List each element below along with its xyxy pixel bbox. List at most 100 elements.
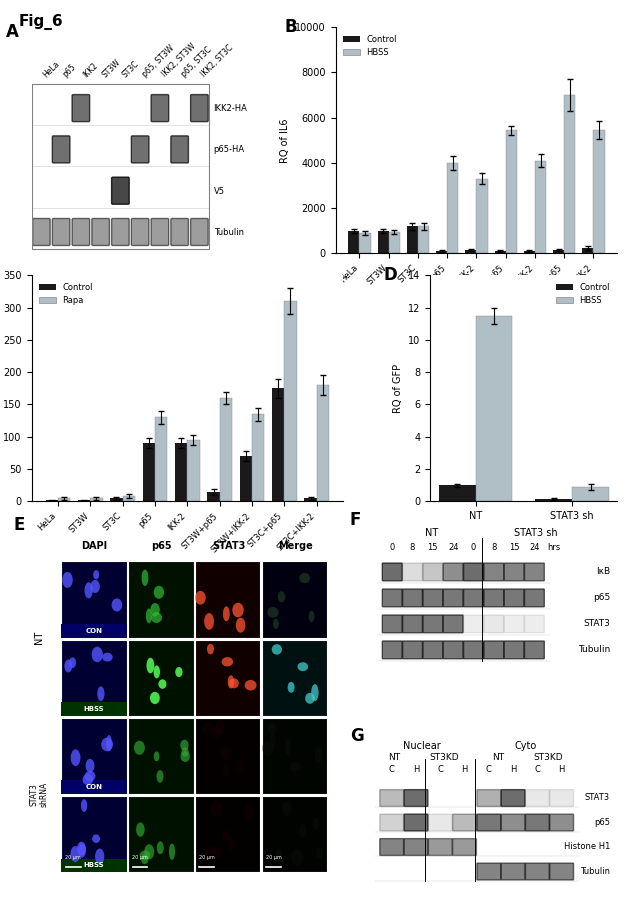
Ellipse shape [146, 608, 152, 624]
Ellipse shape [151, 603, 160, 616]
Text: C: C [389, 766, 394, 774]
Bar [360, 233, 370, 253]
Bar [240, 456, 252, 501]
Text: NT: NT [425, 528, 438, 538]
Bar [389, 232, 400, 253]
Ellipse shape [236, 759, 244, 771]
FancyBboxPatch shape [33, 218, 50, 245]
Ellipse shape [285, 739, 290, 755]
Bar [61, 718, 127, 795]
Bar [436, 252, 447, 253]
FancyBboxPatch shape [382, 589, 402, 607]
Bar [317, 386, 329, 501]
Text: 24: 24 [448, 542, 459, 551]
Ellipse shape [288, 681, 295, 693]
Text: ST3KD: ST3KD [533, 753, 563, 762]
Ellipse shape [299, 824, 306, 837]
Bar [32, 84, 209, 249]
Text: STAT3: STAT3 [212, 540, 245, 550]
Ellipse shape [207, 643, 214, 654]
Text: NT: NT [493, 753, 505, 762]
Ellipse shape [268, 723, 277, 734]
Text: C: C [437, 766, 443, 774]
FancyBboxPatch shape [550, 814, 573, 831]
Bar [407, 226, 418, 253]
Text: C: C [534, 766, 541, 774]
FancyBboxPatch shape [525, 615, 544, 633]
Ellipse shape [297, 662, 308, 672]
FancyBboxPatch shape [464, 615, 483, 633]
Text: 8: 8 [410, 542, 415, 551]
Ellipse shape [222, 657, 233, 666]
Ellipse shape [71, 749, 81, 766]
FancyBboxPatch shape [380, 790, 404, 806]
FancyBboxPatch shape [484, 641, 504, 659]
Bar [262, 796, 328, 872]
Bar [536, 499, 572, 501]
FancyBboxPatch shape [501, 790, 525, 806]
Ellipse shape [195, 591, 206, 605]
Bar [304, 499, 317, 501]
Ellipse shape [244, 805, 253, 821]
Text: E: E [14, 516, 25, 534]
Ellipse shape [211, 846, 222, 859]
FancyBboxPatch shape [403, 641, 423, 659]
Text: p65: p65 [594, 818, 610, 826]
FancyBboxPatch shape [504, 563, 524, 581]
Ellipse shape [154, 751, 159, 761]
Bar [439, 485, 476, 501]
Ellipse shape [62, 572, 72, 588]
FancyBboxPatch shape [525, 641, 544, 659]
FancyBboxPatch shape [72, 218, 89, 245]
Bar [110, 499, 123, 501]
Text: ST3W: ST3W [101, 57, 122, 80]
Bar [195, 640, 260, 716]
Ellipse shape [272, 644, 282, 654]
Ellipse shape [142, 569, 149, 586]
FancyBboxPatch shape [525, 790, 549, 806]
Text: Tubulin: Tubulin [578, 645, 610, 654]
Ellipse shape [93, 570, 99, 579]
Text: H: H [413, 766, 419, 774]
Text: ST3C: ST3C [120, 59, 140, 80]
Bar [535, 161, 546, 253]
Legend: Control, Rapa: Control, Rapa [36, 280, 96, 309]
FancyBboxPatch shape [452, 814, 476, 831]
Text: Histone H1: Histone H1 [564, 843, 610, 852]
Bar [61, 702, 127, 716]
Ellipse shape [91, 580, 100, 593]
Ellipse shape [112, 598, 122, 612]
Ellipse shape [71, 846, 81, 862]
FancyBboxPatch shape [131, 218, 149, 245]
Ellipse shape [315, 747, 323, 763]
FancyBboxPatch shape [404, 839, 428, 855]
Ellipse shape [299, 573, 310, 583]
FancyBboxPatch shape [112, 218, 129, 245]
Text: Cyto: Cyto [515, 741, 537, 751]
FancyBboxPatch shape [52, 136, 70, 163]
FancyBboxPatch shape [404, 814, 428, 831]
Ellipse shape [232, 603, 244, 617]
Bar [564, 95, 575, 253]
FancyBboxPatch shape [72, 95, 89, 121]
Ellipse shape [83, 774, 93, 786]
Bar [447, 163, 459, 253]
FancyBboxPatch shape [444, 615, 463, 633]
Text: NT: NT [388, 753, 401, 762]
FancyBboxPatch shape [444, 589, 463, 607]
Ellipse shape [316, 847, 323, 858]
Text: 20 μm: 20 μm [132, 855, 148, 861]
Ellipse shape [221, 747, 232, 760]
Bar [128, 640, 193, 716]
Ellipse shape [102, 653, 113, 662]
FancyBboxPatch shape [504, 589, 524, 607]
Text: IKK2: IKK2 [81, 61, 100, 80]
Ellipse shape [169, 843, 175, 860]
Bar [128, 561, 193, 638]
Ellipse shape [92, 834, 100, 843]
FancyBboxPatch shape [525, 863, 549, 880]
Bar [252, 414, 265, 501]
FancyBboxPatch shape [52, 218, 70, 245]
Text: HeLa: HeLa [42, 59, 62, 80]
FancyBboxPatch shape [92, 218, 110, 245]
